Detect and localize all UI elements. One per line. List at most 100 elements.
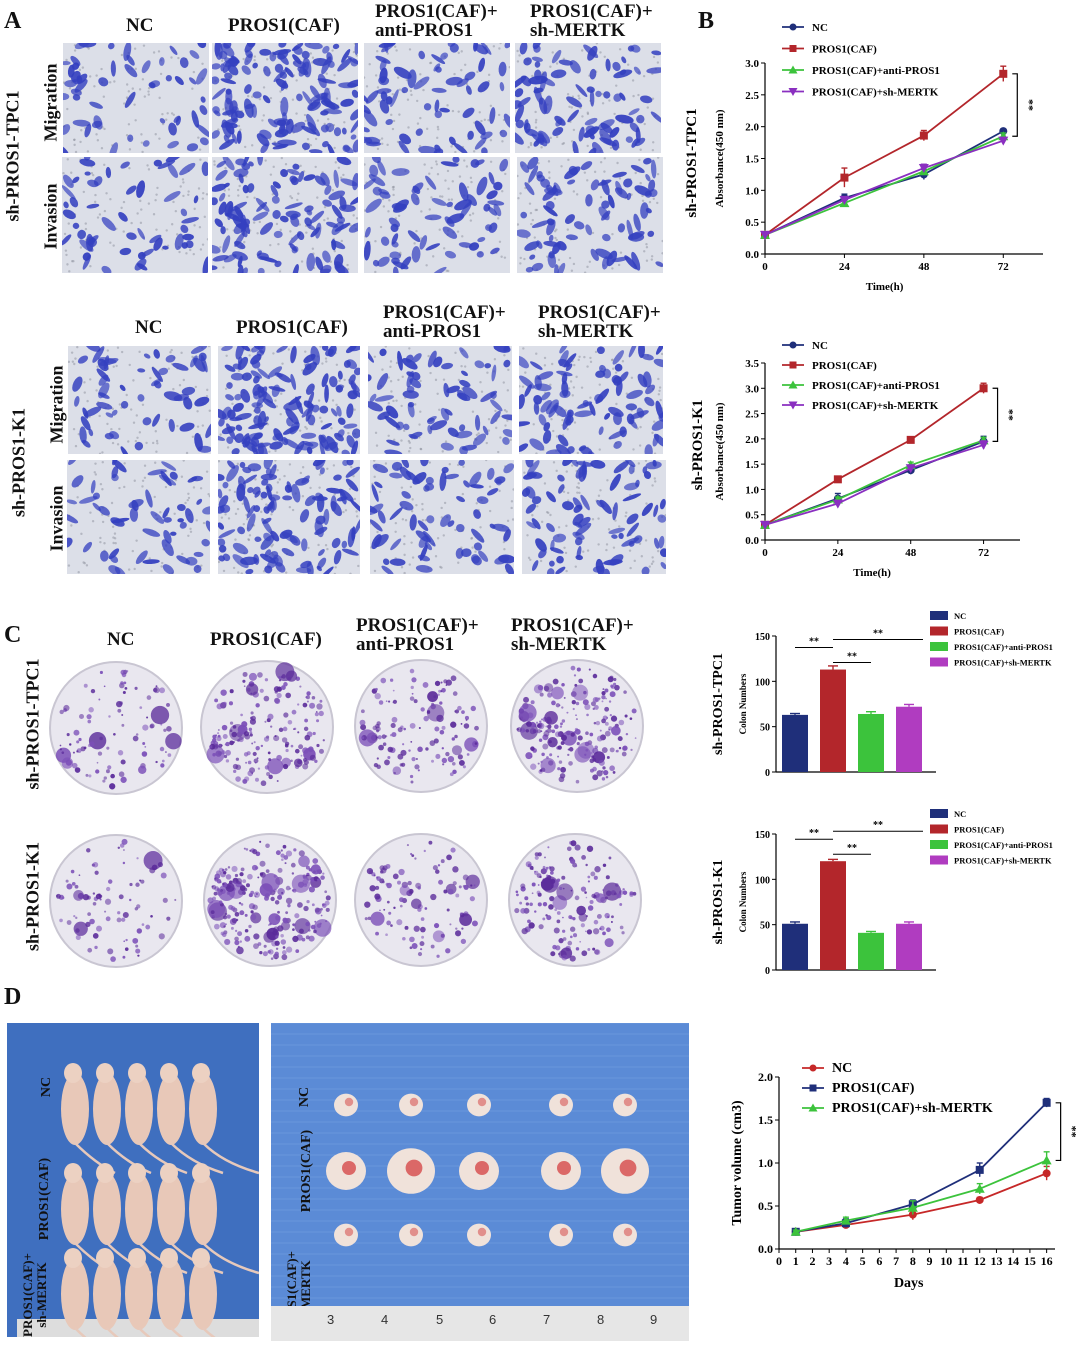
colony-dish xyxy=(49,661,183,795)
c-row-tpc1: sh-PROS1-TPC1 xyxy=(22,658,43,790)
x-tick-label: 72 xyxy=(978,547,990,559)
legend-label: PROS1(CAF) xyxy=(954,627,1004,637)
y-tick-label: 2.0 xyxy=(758,1070,773,1084)
series-line xyxy=(764,444,984,526)
legend-label: PROS1(CAF)+sh-MERTK xyxy=(812,87,939,99)
tumor-blood xyxy=(559,1097,569,1107)
colony-dish xyxy=(354,659,488,793)
panel-a-letter: A xyxy=(4,8,22,34)
x-tick-label: 3 xyxy=(826,1254,832,1268)
significance-label: ** xyxy=(1066,1126,1080,1138)
data-point xyxy=(975,1165,984,1174)
data-point xyxy=(998,136,1009,146)
legend-label: PROS1(CAF)+anti-PROS1 xyxy=(812,380,940,392)
significance-bracket xyxy=(1055,1102,1062,1162)
y-axis-label: Colon Numbers xyxy=(738,871,748,932)
significance-label: ** xyxy=(1003,409,1017,421)
y-tick-label: 1.5 xyxy=(745,459,759,471)
transwell-image xyxy=(519,346,663,454)
legend-swatch xyxy=(930,855,948,865)
mouse-tail xyxy=(202,1242,259,1275)
legend-swatch xyxy=(930,824,948,834)
series-line xyxy=(795,1159,1047,1233)
data-point xyxy=(832,499,843,509)
data-point xyxy=(789,361,797,369)
y-axis-label: Absorbance(450 nm) xyxy=(714,402,726,500)
a1-row-group: sh-PROS1-TPC1 xyxy=(2,90,23,222)
a1-col-caf: PROS1(CAF) xyxy=(228,15,340,36)
mouse-tail xyxy=(106,1142,152,1175)
tumor xyxy=(334,1093,358,1117)
x-tick-label: 48 xyxy=(918,261,930,273)
chart-b-tpc1: 0.0 0.5 1.0 1.5 2.0 2.5 3.0 0 24 48 72 Time(h) Absor… xyxy=(684,22,1043,293)
legend-label: PROS1(CAF)+sh-MERTK xyxy=(832,1101,993,1116)
mice-photo: NC PROS1(CAF) PROS1(CAF)+ sh-MERTK xyxy=(7,1023,259,1337)
data-point xyxy=(840,173,849,182)
bar xyxy=(858,713,884,772)
mouse-head xyxy=(96,1163,114,1183)
mouse-body xyxy=(157,1258,185,1330)
bar xyxy=(820,669,846,772)
y-tick-label: 2.5 xyxy=(745,90,759,102)
data-point xyxy=(788,380,798,389)
y-tick-label: 1.0 xyxy=(758,1156,773,1170)
mice-label-nc: NC xyxy=(39,1076,54,1098)
mouse-body xyxy=(93,1073,121,1145)
chart-row-label: sh-PROS1-K1 xyxy=(690,400,706,491)
y-tick-label: 1.5 xyxy=(745,154,759,166)
mouse-body xyxy=(93,1173,121,1245)
bar xyxy=(782,923,808,970)
mouse-body xyxy=(189,1073,217,1145)
transwell-image xyxy=(370,460,514,574)
tumor-blood xyxy=(477,1097,487,1107)
x-tick-label: 2 xyxy=(809,1254,815,1268)
x-tick-label: 72 xyxy=(998,261,1010,273)
mouse-body xyxy=(93,1258,121,1330)
chart-row-label: sh-PROS1-TPC1 xyxy=(684,108,700,217)
colony-dish xyxy=(354,833,488,967)
panel-c-letter: C xyxy=(4,622,22,648)
a2-col-caf: PROS1(CAF) xyxy=(236,317,348,338)
x-tick-label: 24 xyxy=(832,547,844,559)
mouse-head xyxy=(128,1163,146,1183)
x-tick-label: 4 xyxy=(843,1254,849,1268)
mouse-head xyxy=(128,1063,146,1083)
tumor-blood xyxy=(344,1097,354,1107)
mouse-head xyxy=(64,1248,82,1268)
transwell-image xyxy=(218,460,360,574)
a1-col-mertk: PROS1(CAF)+ sh-MERTK xyxy=(530,1,653,41)
legend-swatch xyxy=(930,611,948,620)
mouse-body xyxy=(157,1073,185,1145)
data-point xyxy=(978,440,989,450)
ruler-number: 8 xyxy=(597,1312,605,1327)
data-point xyxy=(808,1103,818,1112)
transwell-image xyxy=(364,43,510,153)
legend-swatch xyxy=(930,626,948,636)
significance-label: ** xyxy=(809,637,819,648)
data-point xyxy=(809,1064,817,1072)
mouse-head xyxy=(96,1248,114,1268)
c-col-mertk: PROS1(CAF)+ sh-MERTK xyxy=(511,615,634,655)
data-point xyxy=(975,1195,984,1204)
data-point xyxy=(833,475,842,484)
mouse-body xyxy=(125,1258,153,1330)
x-axis-label: Days xyxy=(894,1276,924,1291)
a2-row-migration: Migration xyxy=(46,365,67,444)
tumor xyxy=(613,1093,637,1117)
c-col-caf: PROS1(CAF) xyxy=(210,629,322,650)
a2-col-anti: PROS1(CAF)+ anti-PROS1 xyxy=(383,302,506,342)
y-tick-label: 3.0 xyxy=(745,383,759,395)
x-tick-label: 0 xyxy=(762,547,768,559)
mouse-head xyxy=(128,1248,146,1268)
data-point xyxy=(919,131,928,140)
tumor xyxy=(399,1093,423,1117)
mouse-tail xyxy=(202,1142,259,1175)
mice-label-caf: PROS1(CAF) xyxy=(37,1157,52,1241)
data-point xyxy=(974,1183,985,1193)
y-axis-label: Absorbance(450 nm) xyxy=(714,109,726,207)
data-point xyxy=(1041,1155,1052,1165)
colony-dish xyxy=(203,833,337,967)
tumor-blood xyxy=(475,1161,489,1175)
tumor xyxy=(467,1093,491,1117)
